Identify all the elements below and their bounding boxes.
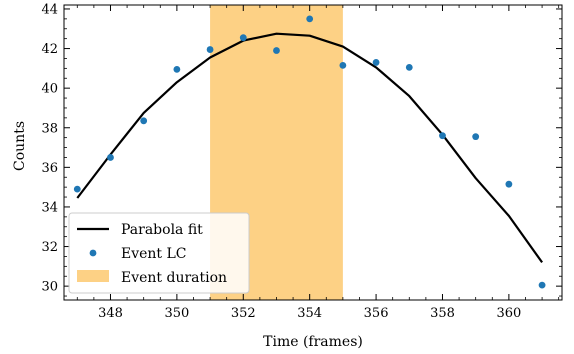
x-tick-label: 354: [297, 306, 322, 321]
legend-box: [68, 212, 250, 294]
x-tick-label: 348: [98, 306, 123, 321]
event-lc-point: [173, 65, 181, 73]
event-lc-point: [439, 132, 446, 140]
y-axis-label: Counts: [12, 121, 28, 171]
event-lc-point: [239, 34, 247, 42]
event-lc-point: [73, 185, 81, 193]
x-axis-label: Time (frames): [263, 334, 363, 350]
x-tick-label: 350: [164, 306, 189, 321]
y-tick-label: 42: [41, 42, 58, 57]
x-tick-label: 352: [231, 306, 256, 321]
y-tick-label: 36: [41, 161, 58, 176]
x-tick-label: 356: [364, 306, 389, 321]
event-lc-point: [107, 154, 114, 161]
x-tick-label: 360: [496, 306, 521, 321]
x-tick-label: 358: [430, 306, 455, 321]
parabola-fit-line: [76, 32, 543, 264]
y-tick-label: 30: [41, 280, 58, 295]
event-lc-point: [339, 61, 347, 69]
legend-label-parabola-fit: Parabola fit: [121, 222, 203, 238]
y-tick-label: 32: [41, 240, 58, 255]
event-lc-point: [505, 180, 513, 188]
event-lc-point: [273, 47, 280, 54]
legend-point-swatch: [89, 249, 97, 257]
event-lc-point: [372, 59, 380, 66]
event-lc-point: [472, 133, 480, 141]
legend-region-swatch: [77, 270, 109, 282]
y-tick-label: 34: [41, 200, 58, 215]
event-lc-point: [206, 46, 214, 53]
legend-label-event-lc: Event LC: [121, 246, 187, 262]
axes: 348 350 352 354 356 358 360 30 32 34 36 38 40 42 44: [41, 2, 563, 321]
y-tick-label: 38: [41, 121, 58, 136]
event-lc-point: [306, 15, 314, 23]
event-lc-point: [538, 281, 546, 289]
y-tick-label: 44: [41, 2, 58, 17]
legend-label-event-duration: Event duration: [121, 270, 227, 286]
event-lc-point: [140, 117, 148, 125]
legend: Parabola fit Event LC Event duration: [68, 212, 250, 294]
y-tick-label: 40: [41, 82, 58, 97]
plot-frame: [63, 4, 563, 301]
event-lc-point: [405, 63, 413, 71]
